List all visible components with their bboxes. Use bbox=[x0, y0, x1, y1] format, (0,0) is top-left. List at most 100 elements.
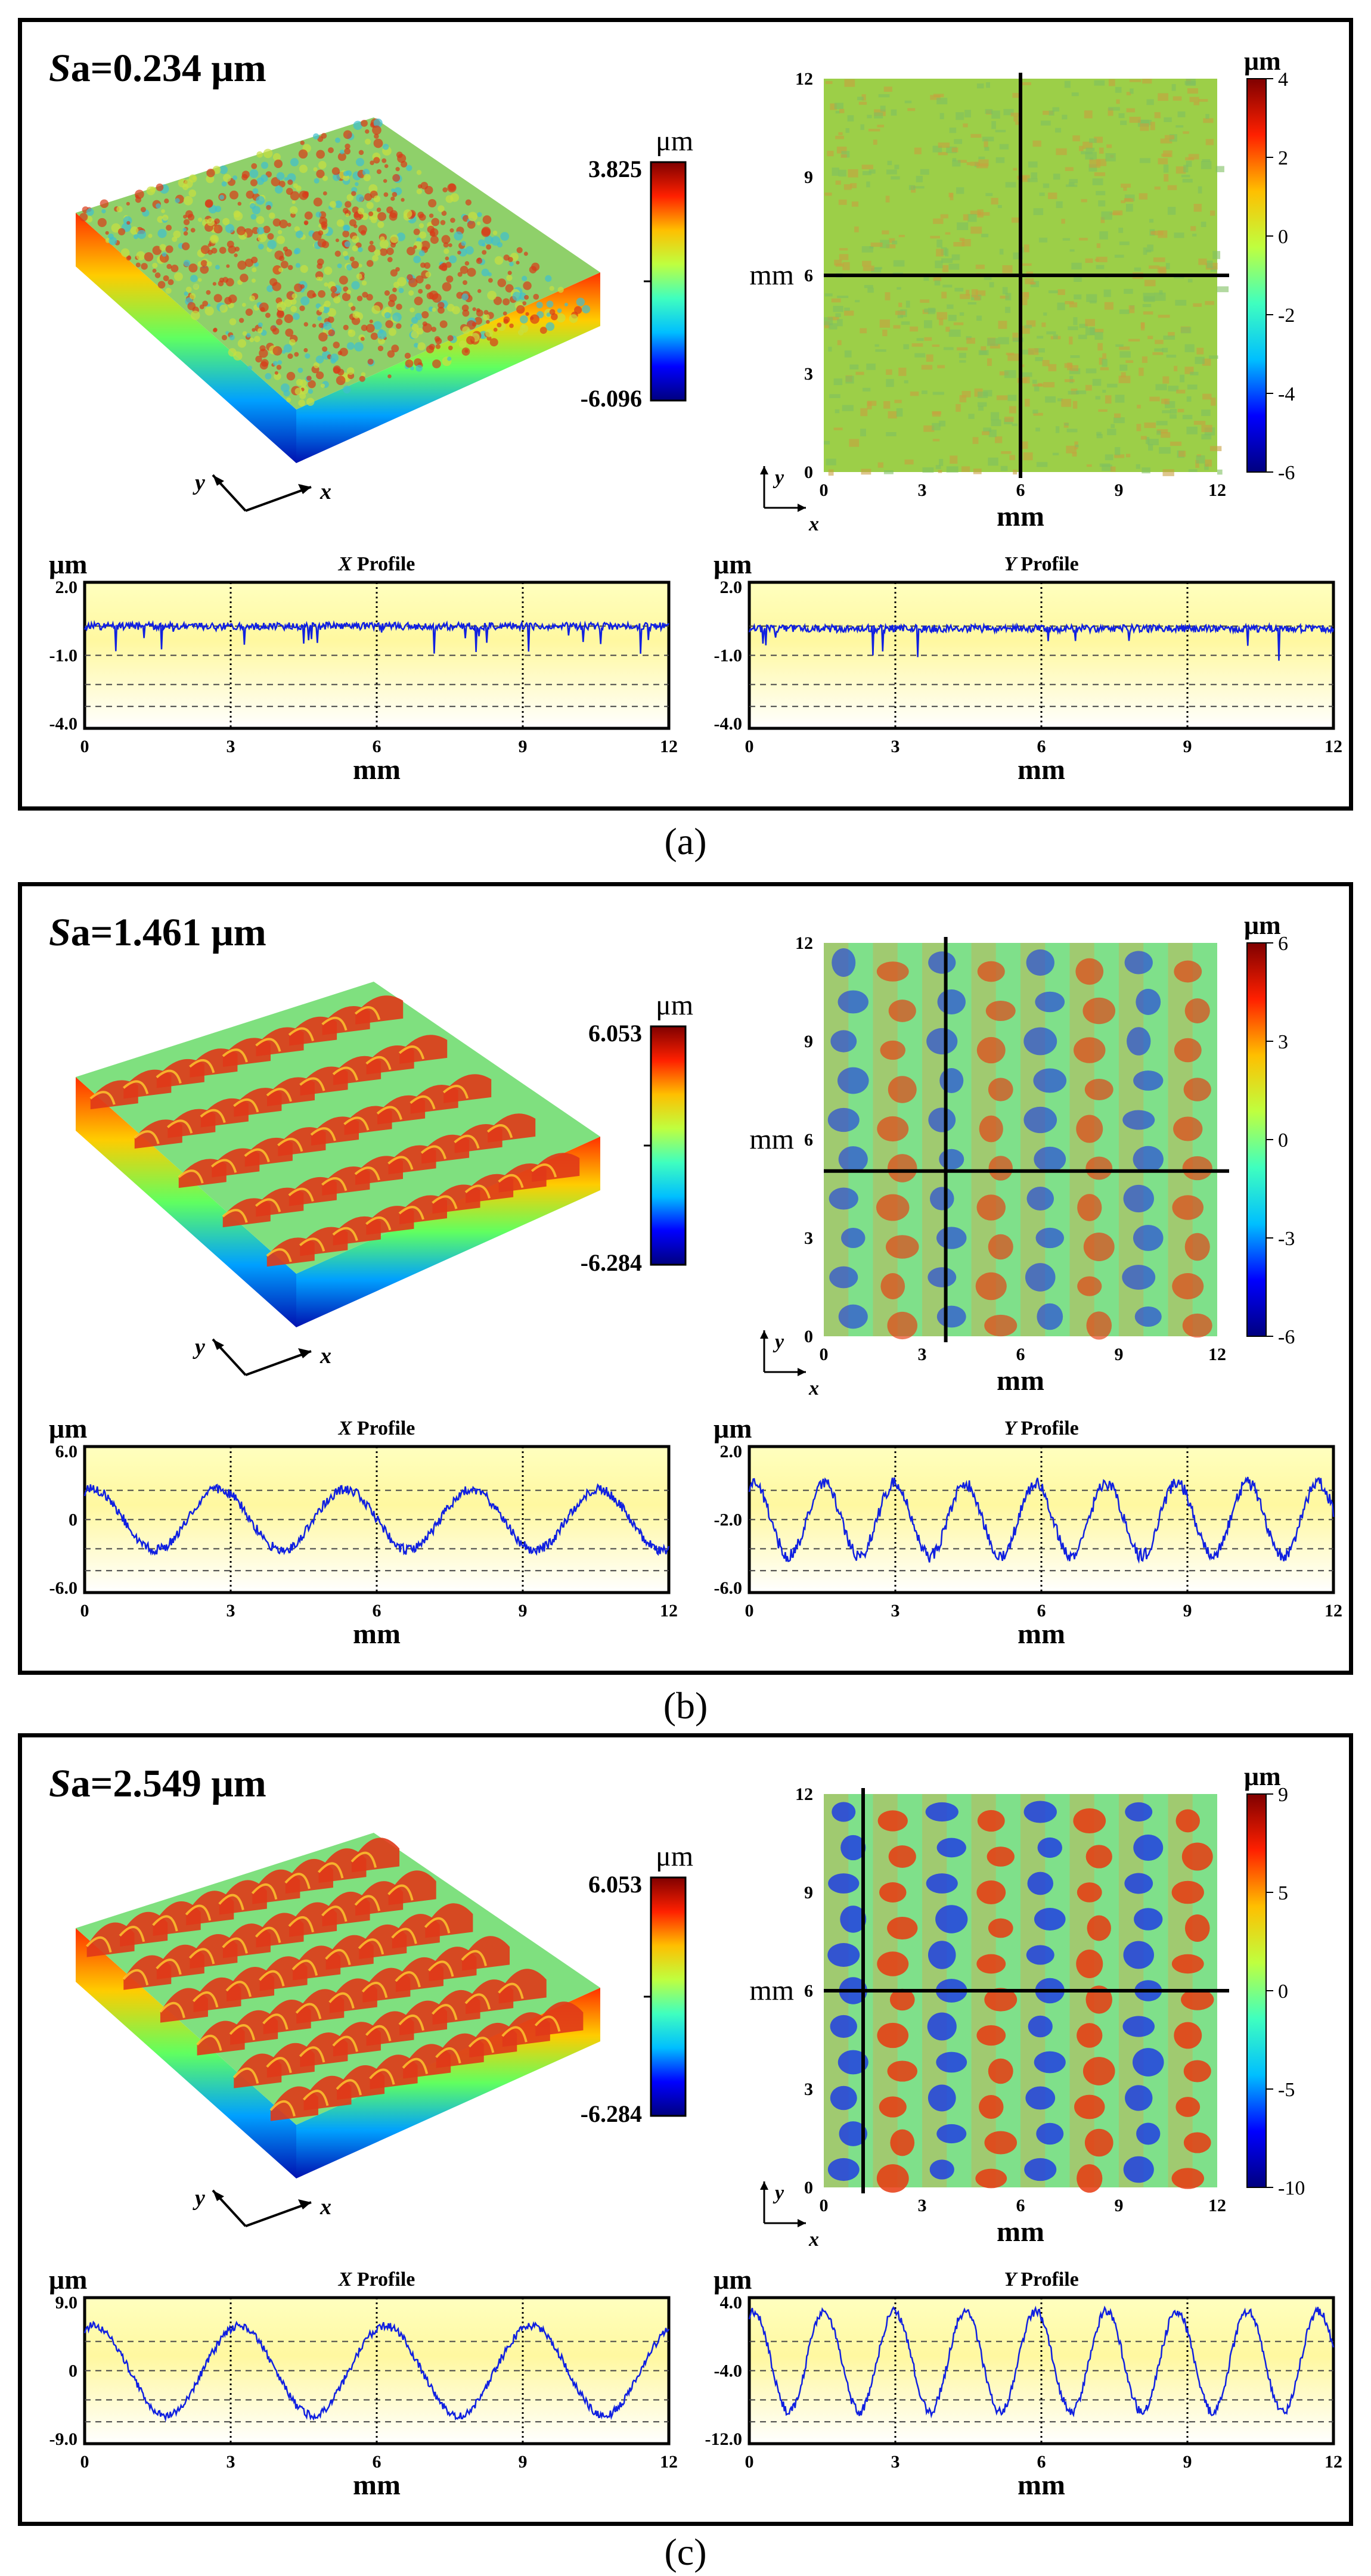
profile-line bbox=[83, 1483, 670, 1556]
surface-peak bbox=[266, 2043, 315, 2078]
surface-peak bbox=[160, 1988, 208, 2023]
valley-spot bbox=[1134, 1306, 1162, 1327]
map-colorbar-tick: 4 bbox=[1278, 69, 1288, 91]
profile-xtick: 9 bbox=[519, 737, 528, 756]
peak-spot bbox=[1077, 2023, 1103, 2048]
valley-spot bbox=[827, 1943, 860, 1967]
peak-spot bbox=[1084, 1078, 1113, 1101]
profile-xtick: 3 bbox=[227, 2452, 235, 2472]
peak-spot bbox=[887, 1311, 918, 1340]
profile-ytick: 6.0 bbox=[55, 1442, 78, 1461]
map-colorbar-tick: 3 bbox=[1278, 1031, 1288, 1053]
surface-peak bbox=[219, 1880, 267, 1915]
peak-spot bbox=[879, 2096, 907, 2118]
profile-xtick: 0 bbox=[745, 2452, 754, 2472]
map-colorbar-unit: μm bbox=[1244, 1762, 1281, 1791]
valley-spot bbox=[1024, 2158, 1057, 2181]
map-xtick: 6 bbox=[1016, 2196, 1025, 2215]
map-colorbar-unit: μm bbox=[1244, 46, 1281, 76]
profile-ytick: -1.0 bbox=[49, 646, 78, 666]
profile-line bbox=[748, 1476, 1335, 1564]
map-ytick: 3 bbox=[804, 2080, 813, 2099]
valley-spot bbox=[1023, 1027, 1057, 1056]
surface-peak bbox=[362, 1967, 411, 2003]
map-colorbar: μm9 5 0 -5 -10 bbox=[1244, 1762, 1305, 2199]
peak-spot bbox=[1073, 1808, 1106, 1834]
profile-title: Y Profile bbox=[1004, 1417, 1079, 1439]
map-ytick: 3 bbox=[804, 364, 813, 384]
valley-spot bbox=[1037, 1303, 1063, 1330]
valley-spot bbox=[1025, 2086, 1056, 2110]
peak-spot bbox=[1184, 998, 1210, 1024]
profile-x: X Profile μm2.0 -1.0 -4.00 3 6 9 12 mm bbox=[49, 549, 678, 786]
valley-spot bbox=[1036, 2122, 1064, 2145]
peak-spot bbox=[890, 2129, 915, 2156]
surface-peak bbox=[322, 1891, 370, 1926]
map-ytick: 12 bbox=[795, 933, 813, 953]
peak-spot bbox=[985, 1001, 1016, 1021]
valley-spot bbox=[1123, 2156, 1154, 2183]
surface-peak bbox=[289, 1902, 337, 1937]
profile-xtick: 9 bbox=[519, 1601, 528, 1621]
valley-spot bbox=[1035, 991, 1065, 1013]
surface-peak bbox=[432, 1990, 480, 2025]
valley-spot bbox=[1033, 1068, 1067, 1093]
surface-peak bbox=[462, 1936, 510, 1971]
profile-ytick: -4.0 bbox=[714, 714, 743, 734]
profile-ytick: 9.0 bbox=[55, 2293, 78, 2313]
caption-a: (a) bbox=[664, 820, 707, 862]
peak-spot bbox=[1174, 1038, 1202, 1063]
surface-peak bbox=[392, 1914, 440, 1949]
valley-spot bbox=[936, 2124, 967, 2144]
valley-spot bbox=[939, 1068, 964, 1093]
peak-spot bbox=[1085, 1985, 1112, 2014]
colorbar-3d: μm 6.053 -6.284 bbox=[581, 989, 693, 1276]
profile-line bbox=[748, 2305, 1335, 2419]
surface-peak bbox=[352, 1838, 400, 1873]
valley-spot bbox=[830, 1030, 857, 1053]
surface-peak bbox=[156, 1944, 204, 1979]
profile-y: Y Profile μm2.0 -2.0 -6.00 3 6 9 12 mm bbox=[714, 1413, 1342, 1650]
map-xtick: 3 bbox=[918, 480, 927, 500]
peak-spot bbox=[977, 1810, 1005, 1832]
valley-spot bbox=[1123, 1184, 1154, 1213]
valley-spot bbox=[928, 1107, 956, 1132]
surface-peak bbox=[502, 2012, 550, 2047]
map-xtick: 0 bbox=[820, 480, 829, 500]
valley-spot bbox=[1125, 1802, 1153, 1822]
valley-spot bbox=[1034, 1146, 1066, 1172]
map-xlabel: mm bbox=[997, 2216, 1044, 2248]
colorbar-3d-min: -6.096 bbox=[581, 385, 642, 412]
peak-spot bbox=[1075, 958, 1104, 985]
axis-x-label: x bbox=[320, 1343, 331, 1368]
peak-spot bbox=[979, 1115, 1003, 1143]
profile-xtick: 9 bbox=[1183, 737, 1192, 756]
peak-spot bbox=[1077, 1194, 1102, 1221]
valley-spot bbox=[840, 1905, 867, 1933]
profile-xlabel: mm bbox=[353, 754, 401, 786]
surface-peak bbox=[403, 2044, 451, 2079]
valley-spot bbox=[827, 1107, 860, 1132]
peak-spot bbox=[987, 1846, 1015, 1867]
surface-peak bbox=[395, 1957, 443, 1992]
height-map: 0 3 6 9 12 0 3 6 9 12 mm mm x y bbox=[749, 933, 1229, 1399]
profile-xtick: 3 bbox=[891, 2452, 900, 2472]
valley-spot bbox=[1035, 1227, 1064, 1249]
peak-spot bbox=[1082, 2057, 1115, 2085]
surface-peak bbox=[425, 1903, 473, 1938]
peak-spot bbox=[1077, 1882, 1102, 1902]
profile-title: Y Profile bbox=[1004, 2268, 1079, 2291]
valley-spot bbox=[829, 1187, 858, 1210]
peak-spot bbox=[988, 1078, 1013, 1101]
peak-spot bbox=[1076, 1950, 1103, 1978]
surface-top bbox=[76, 117, 600, 409]
valley-spot bbox=[1134, 1908, 1163, 1931]
valley-spot bbox=[832, 948, 856, 977]
valley-spot bbox=[1136, 2122, 1161, 2145]
profile-title: X Profile bbox=[338, 1417, 415, 1439]
peak-spot bbox=[885, 1235, 919, 1259]
surface-peak bbox=[466, 1979, 514, 2015]
surface-peak bbox=[366, 2011, 414, 2046]
map-ylabel: mm bbox=[749, 259, 794, 291]
